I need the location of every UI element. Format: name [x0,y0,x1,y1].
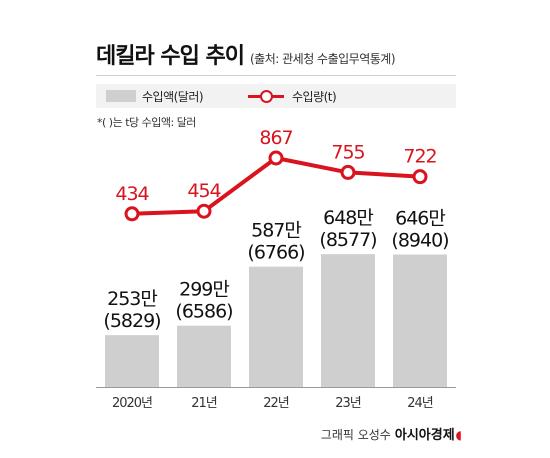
brand-logo: 아시아경제 [394,428,455,443]
line-value-label-1: 454 [187,180,221,202]
legend-line-label: 수입량(t) [292,90,337,104]
bar-value-label-0: 253만 [107,288,157,310]
bar-sub-label-3: (8577) [319,229,376,251]
line-value-label-4: 722 [403,146,436,168]
line-series-path [130,156,422,216]
chart-title: 데킬라 수입 추이 [96,44,245,69]
bar-sub-label-4: (8940) [391,230,448,252]
line-value-label-0: 434 [115,183,149,205]
line-point-4 [412,169,428,185]
credit: 그래픽 오성수 아시아경제◖ [321,424,462,443]
legend-bar-label: 수입액(달러) [142,90,204,104]
x-tick-label-4: 24년 [407,396,433,411]
chart-note: *( )는 t당 수입액: 달러 [97,116,196,129]
line-point-1 [196,203,212,219]
line-point-0 [124,206,140,222]
bar-3 [321,254,375,387]
line-value-label-2: 867 [259,127,292,149]
legend-line-marker [260,90,273,103]
line-point-2 [268,150,284,166]
bar-0 [105,335,159,387]
title-row: 데킬라 수입 추이 (출처: 관세청 수출입무역통계) [96,38,396,70]
title-divider [96,75,456,76]
bar-sub-label-0: (5829) [103,310,160,332]
bar-value-label-2: 587만 [251,220,301,242]
bar-4 [393,254,447,387]
x-tick-label-3: 23년 [335,396,361,411]
line-value-label-3: 755 [331,141,364,163]
chart-source: (출처: 관세청 수출입무역통계) [250,52,396,66]
line-point-3 [340,164,356,180]
x-tick-label-1: 21년 [191,396,217,411]
bar-value-label-1: 299만 [179,279,229,301]
bar-sub-label-2: (6766) [247,242,304,264]
bar-sub-label-1: (6586) [175,301,232,323]
legend: 수입액(달러) 수입량(t) [96,84,456,108]
credit-graphic: 그래픽 오성수 [320,428,391,442]
bar-value-label-3: 648만 [323,207,373,229]
legend-bar-swatch [106,90,136,102]
bar-2 [249,266,303,387]
brand-mark-icon: ◖ [455,428,462,442]
bar-value-label-4: 646만 [395,208,445,230]
x-tick-label-2: 22년 [263,396,289,411]
bar-1 [177,325,231,387]
x-tick-label-0: 2020년 [112,396,152,411]
